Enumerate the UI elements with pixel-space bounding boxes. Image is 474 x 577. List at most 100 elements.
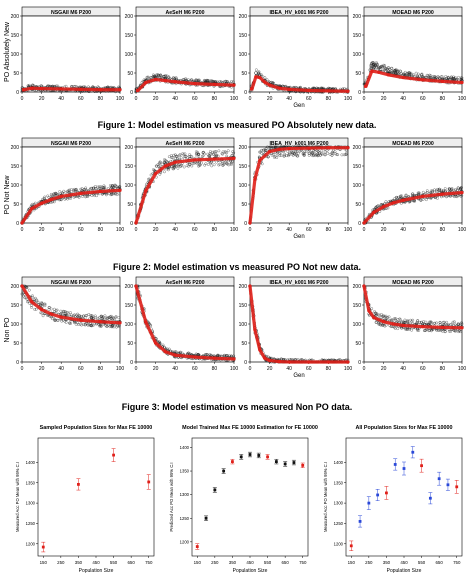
model-point [248, 221, 252, 225]
measured-sample [210, 160, 213, 164]
measured-sample [387, 200, 391, 203]
panel-frame [249, 285, 349, 363]
measured-sample [205, 353, 209, 356]
x-tick-label: 20 [39, 96, 45, 102]
x-tick-label: 20 [39, 366, 45, 372]
measured-sample [103, 314, 107, 318]
data-point-350 [230, 458, 235, 465]
x-tick-label: 250 [365, 560, 373, 565]
model-point [49, 312, 54, 316]
x-axis-title: Gen [293, 373, 304, 379]
y-tick-label: 0 [358, 360, 361, 366]
measured-sample [274, 145, 277, 149]
measured-sample [221, 161, 225, 165]
model-point [20, 221, 24, 225]
measured-sample [30, 306, 33, 309]
model-point [163, 350, 167, 354]
x-tick-label: 40 [172, 366, 178, 372]
model-point [163, 79, 167, 83]
measured-sample [201, 154, 205, 158]
measured-sample [372, 66, 376, 69]
data-point-550 [419, 458, 424, 473]
measured-sample [404, 193, 408, 197]
y-tick-label: 200 [239, 14, 248, 20]
measured-sample [56, 84, 60, 88]
panel-1: NSGAII M6 P200 0 50 100 150 200 0 20 40 60 80 100 [11, 6, 124, 102]
point-marker [248, 453, 252, 456]
y-tick-label: 150 [125, 33, 134, 39]
measured-sample [20, 292, 24, 296]
measured-sample [202, 150, 205, 154]
model-point [30, 206, 34, 211]
measured-sample [414, 71, 418, 75]
measured-sample [165, 74, 169, 78]
x-tick-label: 100 [458, 227, 467, 233]
measured-sample [162, 161, 166, 164]
y-tick-label: 200 [11, 284, 20, 290]
measured-sample [225, 354, 229, 357]
model-point [460, 326, 464, 330]
panel-title: All Population Sizes for Max FE 10000 [355, 425, 452, 431]
measured-sample [376, 67, 380, 70]
x-tick-label: 20 [153, 227, 159, 233]
measured-sample [115, 325, 118, 329]
measured-sample [390, 319, 394, 323]
measured-sample [93, 194, 96, 198]
measured-sample [178, 153, 181, 157]
measured-sample [410, 328, 413, 332]
measured-sample [330, 151, 334, 155]
y-tick-label: 100 [11, 322, 20, 328]
measured-sample [265, 145, 269, 149]
measured-sample [295, 150, 299, 154]
model-point [287, 87, 291, 91]
measured-sample [170, 156, 173, 159]
measured-sample [225, 162, 229, 166]
measured-sample [64, 84, 68, 88]
measured-sample [96, 185, 100, 189]
measured-sample [110, 186, 114, 190]
measured-sample [417, 191, 421, 195]
data-point-650 [437, 471, 442, 486]
measured-sample [73, 313, 76, 317]
x-tick-label: 80 [440, 366, 446, 372]
measured-sample [158, 341, 162, 344]
data-point-700 [291, 459, 296, 466]
measured-sample [433, 190, 436, 194]
data-point-700 [445, 478, 450, 491]
point-marker [266, 455, 269, 459]
measured-sample [72, 84, 76, 88]
model-point [440, 192, 444, 196]
x-tick-label: 60 [306, 227, 312, 233]
measured-sample [232, 80, 235, 84]
panel-title: MOEAD M6 P200 [392, 10, 434, 16]
model-point [40, 307, 44, 312]
y-tick-label: 0 [244, 360, 247, 366]
measured-sample [294, 150, 298, 154]
measured-sample [416, 319, 420, 322]
measured-sample [438, 187, 441, 191]
measured-sample [275, 145, 278, 149]
y-axis-title: Measured Acc PO Mean with 95% C.I [15, 462, 20, 532]
y-tick-label: 150 [239, 164, 248, 170]
measured-sample [287, 151, 291, 155]
model-point [377, 70, 381, 74]
y-tick-label: 200 [125, 14, 134, 20]
measured-sample [283, 152, 287, 156]
model-point [362, 284, 366, 288]
model-line [362, 191, 463, 225]
point-marker [301, 463, 305, 467]
x-tick-label: 80 [326, 96, 332, 102]
measured-sample [374, 64, 378, 68]
measured-sample [90, 186, 94, 190]
measured-sample [64, 321, 68, 324]
model-point [367, 309, 371, 313]
model-point [401, 75, 405, 80]
model-line [248, 285, 349, 364]
measured-sample [384, 200, 388, 203]
measured-sample [56, 318, 59, 322]
y-tick-label: 0 [130, 360, 133, 366]
measured-sample [152, 75, 156, 78]
model-point [79, 191, 83, 195]
model-point [98, 320, 102, 324]
model-point [326, 146, 330, 150]
